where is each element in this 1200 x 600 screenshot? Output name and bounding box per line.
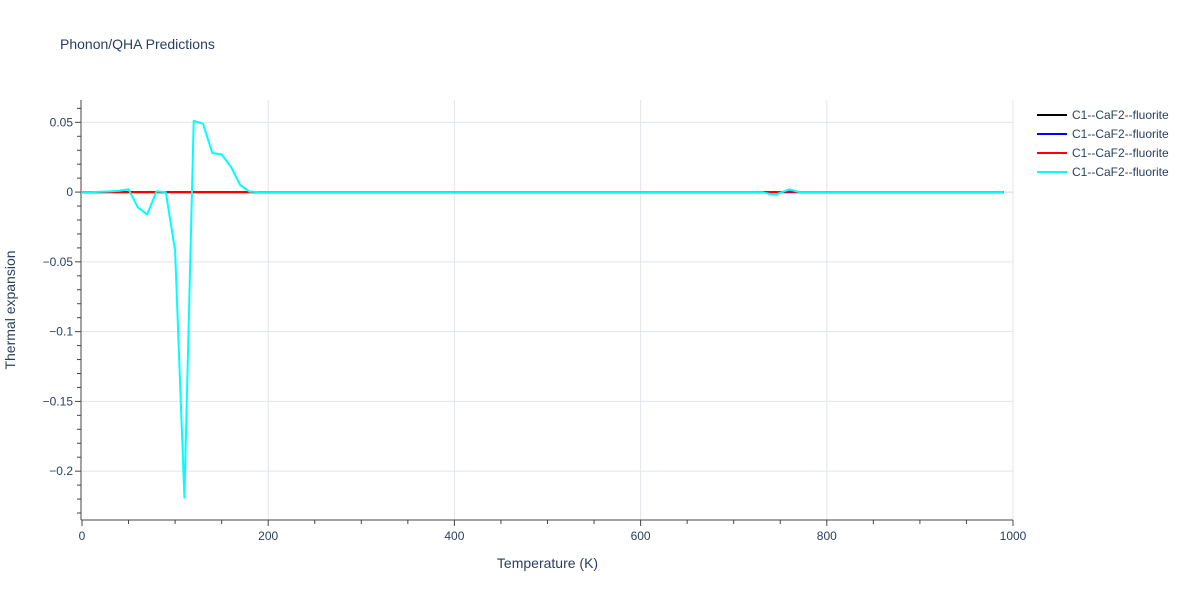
legend-label-3: C1--CaF2--fluorite [1072, 146, 1169, 160]
chart-title: Phonon/QHA Predictions [60, 36, 215, 52]
y-tick-label: −0.2 [49, 464, 73, 478]
y-tick-label: 0.05 [50, 115, 74, 129]
y-tick-label: 0 [66, 185, 73, 199]
x-tick-label: 600 [631, 529, 651, 543]
x-tick-label: 200 [258, 529, 278, 543]
legend-label-2: C1--CaF2--fluorite [1072, 127, 1169, 141]
legend-label-4: C1--CaF2--fluorite [1072, 165, 1169, 179]
x-tick-label: 0 [79, 529, 86, 543]
legend-label-1: C1--CaF2--fluorite [1072, 108, 1169, 122]
series-line-4 [82, 119, 1004, 499]
y-axis-title: Thermal expansion [2, 250, 18, 369]
y-tick-label: −0.15 [43, 394, 74, 408]
x-axis-title: Temperature (K) [497, 555, 598, 571]
y-tick-label: −0.05 [43, 255, 74, 269]
x-tick-label: 800 [817, 529, 837, 543]
x-tick-label: 1000 [1000, 529, 1027, 543]
y-tick-label: −0.1 [49, 325, 73, 339]
x-tick-label: 400 [444, 529, 464, 543]
